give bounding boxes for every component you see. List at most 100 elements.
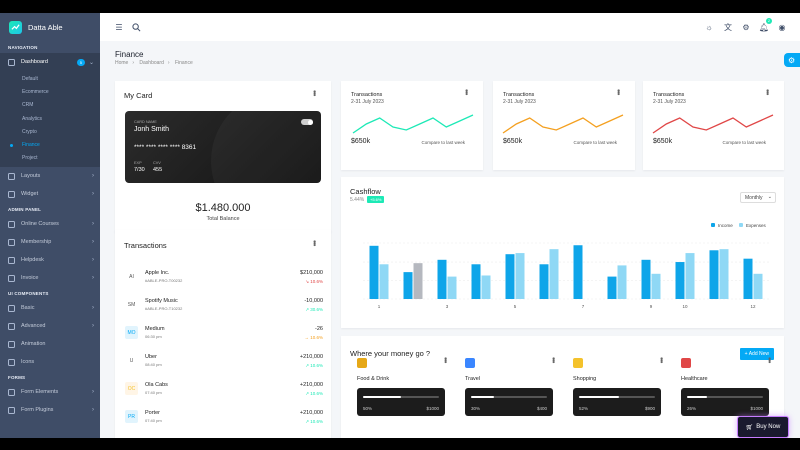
sidebar-item-membership[interactable]: Membership › — [0, 233, 100, 251]
sidebar-item-online-courses[interactable]: Online Courses › — [0, 215, 100, 233]
transaction-ref: 08:40 pm — [145, 362, 162, 367]
bar-expenses[interactable] — [549, 249, 559, 299]
breadcrumb-home[interactable]: Home — [115, 60, 129, 66]
bar-income[interactable] — [403, 272, 413, 299]
sidebar-item-animation[interactable]: Animation — [0, 335, 100, 353]
more-options-icon[interactable]: ••• — [310, 240, 319, 246]
sidebar-item-label: Invoice — [21, 275, 39, 282]
transaction-row[interactable]: OC Ola Cabs 07:40 pm +210,000 ↗ 10.6% — [123, 380, 323, 400]
search-icon[interactable] — [130, 21, 142, 33]
bar-income[interactable] — [641, 259, 651, 299]
bar-highlight[interactable] — [413, 263, 423, 299]
card-toggle[interactable] — [301, 119, 313, 125]
bar-income[interactable] — [573, 245, 583, 299]
more-options-icon[interactable]: ••• — [657, 357, 666, 363]
bar-income[interactable] — [709, 250, 719, 299]
user-avatar-icon[interactable]: ◉ — [778, 22, 786, 32]
sidebar-sub-crm[interactable]: CRM — [22, 102, 34, 109]
more-options-icon[interactable]: ••• — [765, 357, 774, 363]
sidebar-sub-default[interactable]: Default — [22, 76, 38, 82]
sidebar-sub-project[interactable]: Project — [22, 155, 38, 162]
settings-icon[interactable]: ⚙ — [742, 22, 750, 32]
transaction-amount: -26 — [315, 326, 323, 332]
legend-label[interactable]: Income — [718, 223, 733, 228]
sidebar-item-form-plugins[interactable]: Form Plugins › — [0, 401, 100, 419]
sidebar-item-form-elements[interactable]: Form Elements › — [0, 383, 100, 401]
sidebar-sub-analytics[interactable]: Analytics — [22, 115, 43, 122]
more-options-icon[interactable]: ••• — [763, 89, 772, 95]
bar-expenses[interactable] — [481, 275, 491, 299]
sidebar-item-invoice[interactable]: Invoice › — [0, 269, 100, 287]
more-options-icon[interactable]: ••• — [441, 357, 450, 363]
bar-income[interactable] — [743, 258, 753, 299]
transaction-row[interactable]: SM Spotify Music #ABLE-PRO-T10232 -10,000 ↗ … — [123, 296, 323, 316]
menu-toggle-icon[interactable]: ☰ — [115, 22, 123, 32]
more-options-icon[interactable]: ••• — [462, 89, 471, 95]
add-new-button[interactable]: + Add New — [739, 348, 774, 360]
language-icon[interactable]: 文 — [724, 22, 732, 32]
bar-expenses[interactable] — [379, 264, 389, 299]
sidebar-item-dashboard[interactable]: Dashboard 5 ⌄ — [0, 53, 100, 71]
transaction-change-value: 10.6% — [310, 419, 323, 424]
breadcrumb-dashboard[interactable]: Dashboard — [139, 60, 164, 66]
transaction-row[interactable]: PR Porter 07:40 pm +210,000 ↗ 10.6% — [123, 408, 323, 428]
sidebar-item-icons[interactable]: Icons — [0, 353, 100, 371]
stat-title: Transactions — [653, 92, 685, 98]
bell-icon[interactable]: 🔔︎ 2 — [758, 18, 772, 32]
bar-income[interactable] — [607, 276, 617, 299]
chevron-right-icon: › — [92, 323, 94, 330]
transaction-row[interactable]: MO Medium 06:30 pm -26 → 10.6% — [123, 324, 323, 344]
bar-expenses[interactable] — [651, 273, 661, 299]
bar-income[interactable] — [437, 259, 447, 299]
sidebar-item-label: Animation — [21, 341, 46, 348]
bar-income[interactable] — [505, 254, 515, 299]
sidebar-sub-finance[interactable]: Finance — [0, 139, 100, 152]
bar-expenses[interactable] — [719, 249, 729, 299]
theme-sun-icon[interactable]: ☼ — [705, 22, 713, 32]
buy-now-button[interactable]: 🛒︎ Buy Now — [737, 416, 789, 438]
category-percent: 30% — [471, 406, 481, 411]
category-label: Shopping — [573, 376, 597, 382]
bar-expenses[interactable] — [447, 276, 457, 299]
sidebar-sub-ecommerce[interactable]: Ecommerce — [22, 89, 49, 96]
bar-expenses[interactable] — [685, 253, 695, 299]
bar-income[interactable] — [539, 264, 549, 299]
sidebar-item-layouts[interactable]: Layouts › — [0, 167, 100, 185]
category-budget: $900 — [644, 406, 655, 411]
sidebar-sub-crypto[interactable]: Crypto — [22, 128, 37, 135]
sidebar-item-label: Widget — [21, 191, 39, 198]
bar-income[interactable] — [369, 245, 379, 299]
cvv-label: CVV — [153, 161, 161, 165]
trend-flat-icon: → — [304, 335, 311, 340]
nav-caption-admin: ADMIN PANEL — [8, 207, 42, 213]
sidebar-item-widget[interactable]: Widget › — [0, 185, 100, 203]
chevron-right-icon: › — [132, 60, 135, 66]
trend-up-icon: ↗ — [305, 419, 311, 424]
period-select[interactable]: Monthly ⌄ — [740, 192, 776, 203]
chevron-right-icon: › — [92, 305, 94, 312]
sidebar-item-basic[interactable]: Basic › — [0, 299, 100, 317]
transaction-change: ↗ 10.6% — [305, 363, 323, 369]
more-options-icon[interactable]: ••• — [549, 357, 558, 363]
more-options-icon[interactable]: ••• — [310, 90, 319, 96]
more-options-icon[interactable]: ••• — [614, 89, 623, 95]
transaction-avatar: AI — [125, 270, 138, 283]
x-tick-label: 10 — [682, 304, 688, 309]
bar-expenses[interactable] — [617, 265, 627, 299]
transaction-row[interactable]: U Uber 08:40 pm +210,000 ↗ 10.6% — [123, 352, 323, 372]
bar-expenses[interactable] — [515, 253, 525, 299]
customizer-gear-button[interactable]: ⚙ — [784, 53, 800, 67]
stat-compare: Compare to last week — [722, 140, 766, 145]
stat-amount: $650k — [653, 138, 673, 145]
category-progress-box: 26% $1000 — [681, 388, 769, 416]
bar-expenses[interactable] — [753, 273, 763, 299]
bar-income[interactable] — [675, 262, 685, 299]
legend-label[interactable]: Expenses — [746, 223, 767, 228]
sidebar-item-advanced[interactable]: Advanced › — [0, 317, 100, 335]
sidebar-item-label: Dashboard — [21, 59, 48, 65]
bar-income[interactable] — [471, 264, 481, 299]
sidebar-item-helpdesk[interactable]: Helpdesk › — [0, 251, 100, 269]
transaction-row[interactable]: AI Apple Inc. #ABLE-PRO-T00232 $210,000 ↘ 10… — [123, 268, 323, 288]
sidebar-logo[interactable]: Datta Able — [0, 13, 100, 41]
notification-count: 2 — [766, 18, 772, 24]
